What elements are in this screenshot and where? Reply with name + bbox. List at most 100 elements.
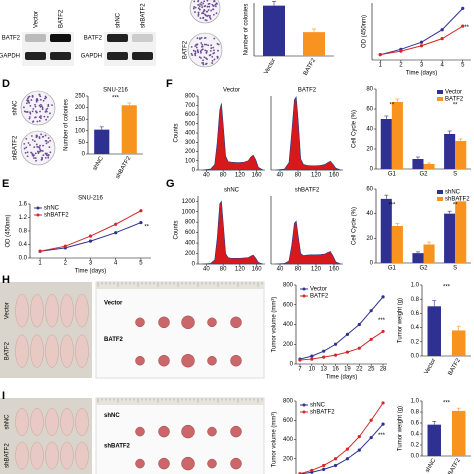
colony bbox=[44, 95, 47, 98]
colony bbox=[202, 63, 205, 66]
panel-label: H bbox=[2, 274, 10, 286]
x-tick-label: 4 bbox=[440, 63, 444, 69]
y-tick-label: 400 bbox=[283, 322, 294, 328]
chart-title: BATF2 bbox=[298, 88, 317, 94]
colony bbox=[47, 103, 50, 106]
bar bbox=[380, 119, 392, 169]
colony bbox=[212, 52, 215, 55]
colony bbox=[34, 116, 37, 119]
colony bbox=[209, 17, 212, 20]
x-tick-label: 22 bbox=[356, 367, 363, 373]
blot-row-label: GAPDH bbox=[0, 54, 20, 60]
colony bbox=[23, 147, 26, 150]
y-tick-label: 40 bbox=[366, 211, 373, 217]
dish bbox=[20, 130, 56, 166]
colony bbox=[196, 50, 199, 53]
colony bbox=[41, 108, 44, 111]
significance: *** bbox=[378, 433, 386, 439]
colony bbox=[26, 151, 29, 154]
point bbox=[333, 463, 338, 468]
point bbox=[333, 457, 338, 461]
point bbox=[381, 422, 385, 426]
colony bbox=[31, 94, 34, 97]
colony bbox=[199, 3, 202, 6]
mouse bbox=[45, 294, 59, 328]
point bbox=[333, 342, 338, 346]
tumor bbox=[158, 316, 170, 329]
blot-lane-label: shBATF2 bbox=[141, 3, 147, 28]
colony bbox=[213, 37, 216, 40]
colony bbox=[34, 152, 37, 155]
y-axis-label: Counts bbox=[174, 220, 180, 239]
panel-label: D bbox=[2, 78, 10, 90]
y-axis-label: OD (450nm) bbox=[362, 15, 368, 48]
ruler bbox=[96, 398, 264, 405]
y-tick-label: 200 bbox=[75, 105, 86, 111]
mouse bbox=[15, 294, 29, 328]
colony bbox=[40, 133, 43, 136]
bar bbox=[452, 330, 466, 356]
significance: *** bbox=[443, 401, 451, 407]
histogram bbox=[275, 220, 341, 265]
tumor bbox=[230, 354, 242, 367]
y-tick-label: 250 bbox=[75, 94, 86, 100]
tumor bbox=[230, 425, 242, 438]
colony bbox=[49, 112, 51, 115]
chart-title: shNC bbox=[224, 188, 240, 194]
x-tick-label: 120 bbox=[311, 267, 322, 273]
ruler bbox=[96, 282, 264, 289]
colony bbox=[209, 14, 211, 17]
point bbox=[369, 435, 373, 440]
colony bbox=[41, 106, 44, 109]
colony bbox=[38, 93, 41, 96]
colony bbox=[46, 116, 49, 118]
x-axis-label: Time (days) bbox=[406, 71, 437, 77]
blot-band bbox=[25, 34, 46, 42]
y-tick-label: 200 bbox=[283, 342, 294, 348]
colony bbox=[216, 2, 218, 5]
mouse bbox=[45, 408, 59, 436]
colony bbox=[217, 49, 219, 52]
bar bbox=[452, 410, 466, 456]
tumor-label: shBATF2 bbox=[104, 444, 131, 450]
colony bbox=[44, 139, 47, 142]
point bbox=[88, 239, 93, 243]
dish-label: BATF2 bbox=[183, 40, 189, 59]
y-tick-label: 600 bbox=[283, 302, 294, 308]
colony bbox=[194, 52, 197, 54]
colony bbox=[213, 4, 215, 7]
colony bbox=[201, 43, 204, 46]
mouse bbox=[15, 408, 29, 436]
x-tick-label: 80 bbox=[220, 173, 227, 179]
y-tick-label: 20 bbox=[366, 236, 373, 242]
colony bbox=[193, 5, 196, 8]
legend-swatch bbox=[437, 190, 443, 194]
y-tick-label: 400 bbox=[185, 241, 196, 247]
tumor bbox=[181, 456, 195, 471]
histogram bbox=[202, 200, 264, 265]
colony bbox=[47, 153, 50, 156]
colony bbox=[190, 45, 193, 48]
colony bbox=[200, 49, 203, 52]
colony bbox=[207, 9, 210, 11]
colony bbox=[45, 110, 48, 113]
colony bbox=[47, 105, 50, 108]
tumor-label: BATF2 bbox=[104, 337, 124, 343]
x-tick-label: 120 bbox=[311, 173, 322, 179]
legend-marker bbox=[302, 294, 306, 298]
blot-row-label: GAPDH bbox=[81, 54, 102, 60]
significance: *** bbox=[388, 203, 396, 209]
chart-title: Vector bbox=[223, 88, 240, 94]
colony bbox=[40, 115, 42, 117]
legend-marker bbox=[302, 403, 306, 407]
colony bbox=[215, 5, 217, 8]
y-tick-label: 20 bbox=[366, 147, 373, 153]
y-tick-label: 0 bbox=[370, 167, 374, 173]
y-tick-label: 0 bbox=[192, 168, 196, 174]
y-axis-label: OD (450nm) bbox=[6, 214, 12, 247]
tumor bbox=[135, 355, 145, 366]
legend-marker bbox=[302, 410, 306, 414]
y-tick-label: 0.2 bbox=[411, 339, 420, 345]
x-tick-label: 25 bbox=[368, 367, 375, 373]
x-tick-label: S bbox=[453, 172, 457, 178]
